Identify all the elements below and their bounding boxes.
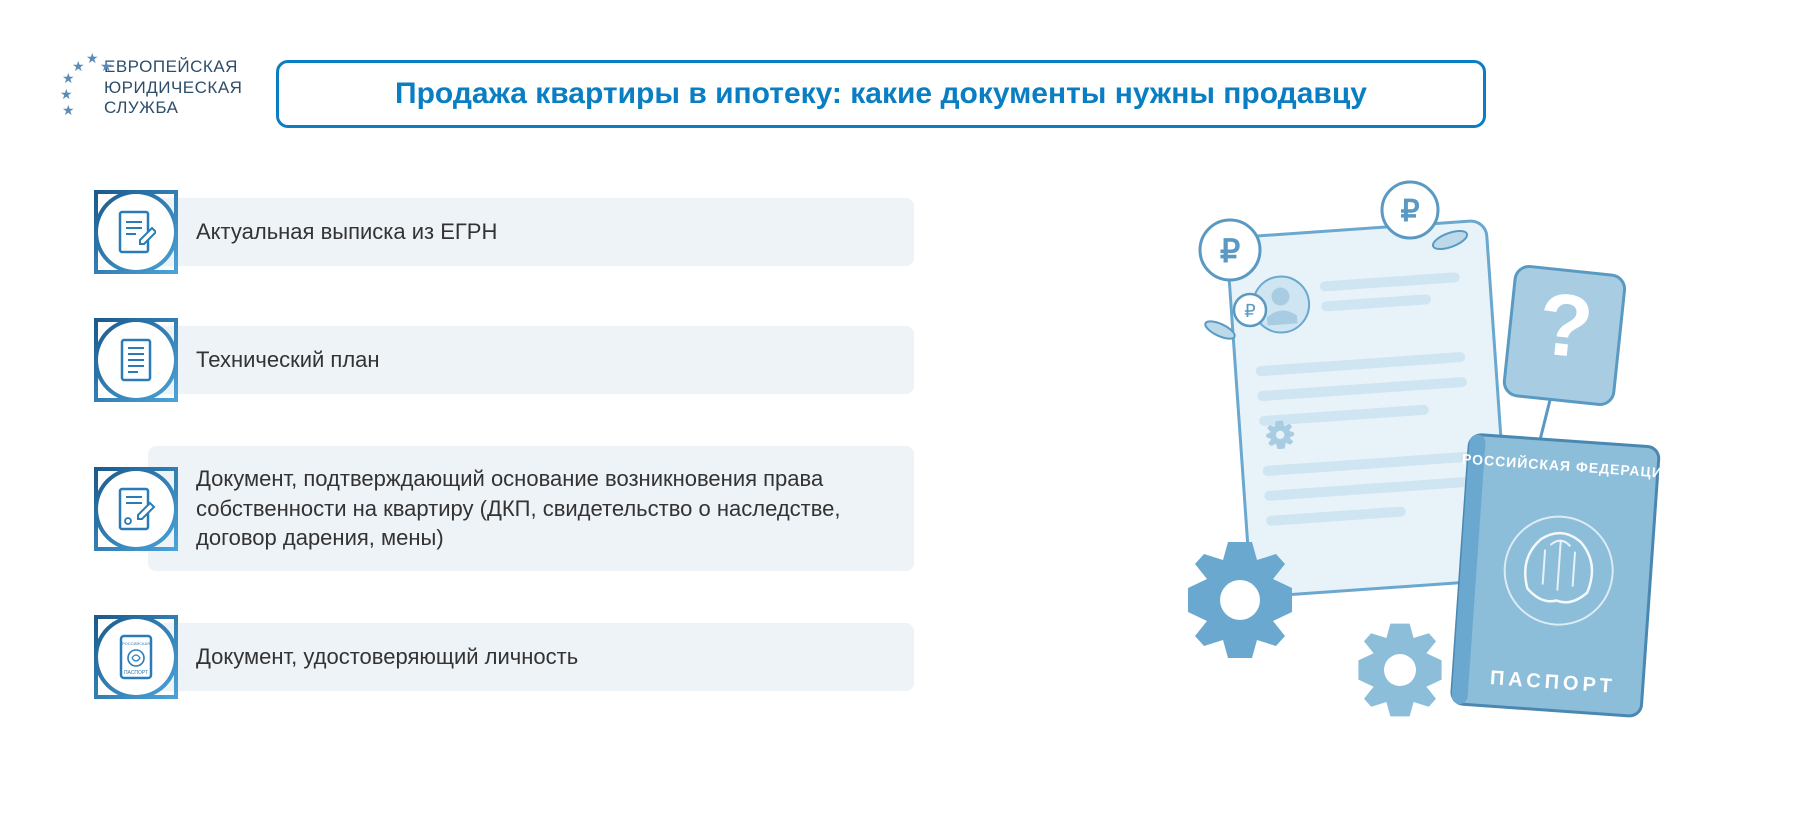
doc-lines-icon	[94, 318, 178, 402]
title-banner: Продажа квартиры в ипотеку: какие докуме…	[276, 60, 1486, 128]
question-card-icon: ?	[1503, 265, 1626, 406]
list-item: Технический план	[94, 318, 914, 402]
logo-line-1: ЕВРОПЕЙСКАЯ	[104, 57, 242, 77]
list-item-label: Документ, подтверждающий основание возни…	[196, 464, 886, 553]
document-list: Актуальная выписка из ЕГРН Технический п…	[94, 190, 914, 743]
svg-text:₽: ₽	[1220, 233, 1240, 269]
page-title: Продажа квартиры в ипотеку: какие докуме…	[395, 77, 1367, 111]
doc-sign-icon	[94, 467, 178, 551]
logo-stars-icon: ★ ★ ★ ★ ★ ★	[64, 56, 96, 120]
list-item: Актуальная выписка из ЕГРН	[94, 190, 914, 274]
illustration: ₽ ₽ ₽ ? РО	[1130, 180, 1690, 740]
list-item-label: Документ, удостоверяющий личность	[196, 642, 578, 672]
svg-text:ПАСПОРТ: ПАСПОРТ	[124, 670, 148, 676]
list-item-label: Технический план	[196, 345, 380, 375]
ruble-coin-icon: ₽	[1200, 220, 1260, 280]
passport-illustration: РОССИЙСКАЯ ФЕДЕРАЦИЯ ПАСПОРТ	[1445, 434, 1676, 718]
svg-text:РОССИЙСКАЯ: РОССИЙСКАЯ	[122, 641, 150, 646]
gear-icon	[1188, 542, 1292, 658]
list-item-bar: Актуальная выписка из ЕГРН	[148, 198, 914, 266]
logo-text: ЕВРОПЕЙСКАЯ ЮРИДИЧЕСКАЯ СЛУЖБА	[104, 57, 242, 118]
doc-edit-icon	[94, 190, 178, 274]
passport-icon: РОССИЙСКАЯ ПАСПОРТ	[94, 615, 178, 699]
list-item: Документ, подтверждающий основание возни…	[94, 446, 914, 571]
list-item-bar: Документ, подтверждающий основание возни…	[148, 446, 914, 571]
list-item: РОССИЙСКАЯ ПАСПОРТ Документ, удостоверяю…	[94, 615, 914, 699]
list-item-bar: Документ, удостоверяющий личность	[148, 623, 914, 691]
list-item-bar: Технический план	[148, 326, 914, 394]
logo-line-3: СЛУЖБА	[104, 98, 242, 118]
gear-icon	[1358, 624, 1441, 717]
logo: ★ ★ ★ ★ ★ ★ ЕВРОПЕЙСКАЯ ЮРИДИЧЕСКАЯ СЛУЖ…	[64, 56, 242, 120]
list-item-label: Актуальная выписка из ЕГРН	[196, 217, 497, 247]
logo-line-2: ЮРИДИЧЕСКАЯ	[104, 78, 242, 98]
svg-text:?: ?	[1534, 273, 1598, 377]
svg-text:₽: ₽	[1400, 195, 1419, 228]
ruble-coin-icon: ₽	[1234, 294, 1266, 326]
svg-text:₽: ₽	[1244, 301, 1255, 321]
ruble-coin-icon: ₽	[1382, 182, 1438, 238]
